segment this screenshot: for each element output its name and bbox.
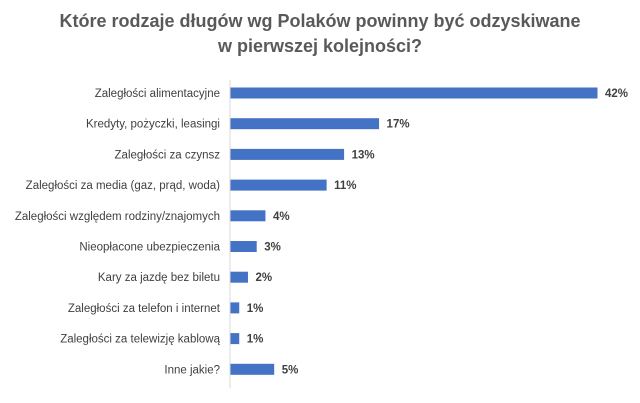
- category-label: Zaległości za czynsz: [115, 149, 221, 161]
- category-label: Zaległości za telewizję kablową: [60, 334, 220, 346]
- category-label: Zaległości za media (gaz, prąd, woda): [26, 180, 220, 192]
- data-label: 17%: [387, 119, 410, 131]
- data-label: 2%: [255, 272, 272, 284]
- data-label: 42%: [605, 88, 628, 100]
- category-label: Inne jakie?: [164, 364, 220, 376]
- category-label: Zaległości względem rodziny/znajomych: [15, 211, 220, 223]
- bar: [230, 87, 598, 99]
- category-label: Zaległości alimentacyjne: [95, 88, 220, 100]
- data-label: 1%: [247, 303, 264, 315]
- bar: [230, 210, 266, 222]
- bar: [230, 241, 257, 252]
- data-label: 1%: [247, 334, 264, 346]
- bar: [230, 271, 248, 283]
- chart-title-line-2: w pierwszej kolejności?: [217, 36, 422, 56]
- data-label: 13%: [352, 149, 375, 161]
- bar: [230, 179, 327, 191]
- bars-group: Zaległości alimentacyjne 42% Kredyty, poży…: [15, 87, 628, 376]
- category-label: Kary za jazdę bez biletu: [98, 272, 220, 284]
- bar: [230, 118, 380, 130]
- bar: [230, 363, 275, 375]
- bar: [230, 302, 240, 314]
- bar: [230, 333, 240, 345]
- category-label: Zaległości za telefon i internet: [68, 303, 221, 315]
- category-label: Nieopłacone ubezpieczenia: [79, 242, 220, 254]
- data-label: 11%: [334, 180, 356, 192]
- data-label: 5%: [282, 364, 299, 376]
- chart-title-line-1: Które rodzaje długów wg Polaków powinny …: [59, 11, 580, 31]
- category-label: Kredyty, pożyczki, leasingi: [86, 119, 220, 131]
- data-label: 3%: [264, 242, 281, 254]
- data-label: 4%: [273, 211, 290, 223]
- bar: [230, 148, 345, 160]
